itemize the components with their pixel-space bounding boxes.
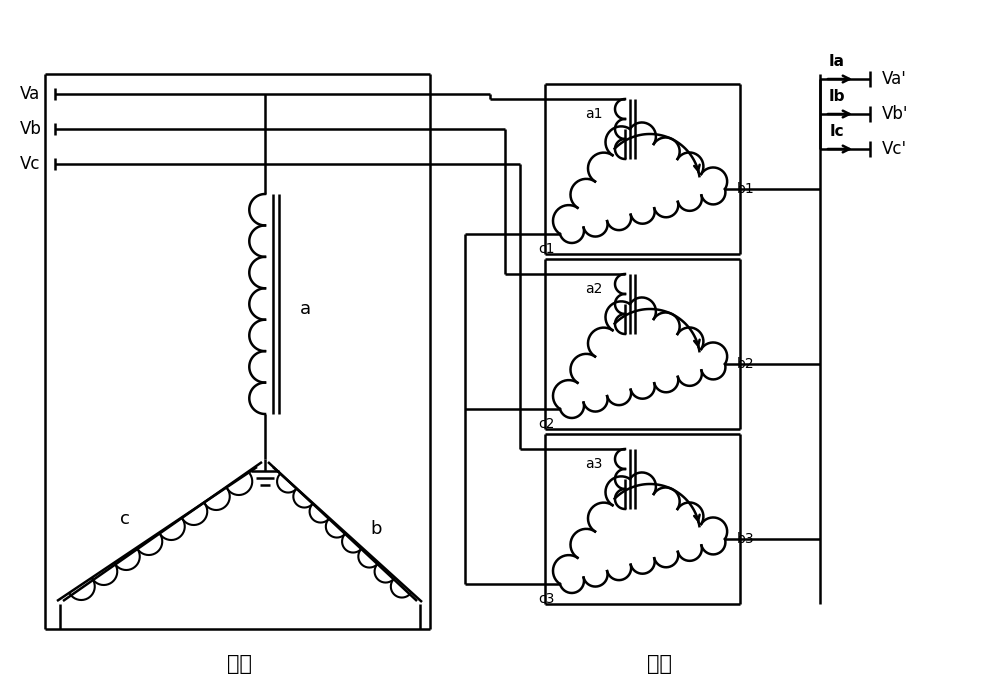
Text: Ia: Ia [829, 54, 845, 69]
Text: c2: c2 [539, 417, 555, 431]
Text: b3: b3 [737, 532, 755, 546]
Text: b1: b1 [737, 182, 755, 196]
Text: a2: a2 [586, 282, 603, 296]
Text: Vc': Vc' [882, 140, 907, 158]
Text: Vb': Vb' [882, 105, 908, 123]
Text: b: b [370, 520, 382, 538]
Text: 原边: 原边 [228, 654, 252, 674]
Text: Vc: Vc [20, 155, 40, 173]
Text: Va: Va [20, 85, 40, 103]
Text: Ic: Ic [830, 124, 844, 139]
Text: Va': Va' [882, 70, 907, 88]
Text: 副边: 副边 [648, 654, 672, 674]
Text: a1: a1 [586, 107, 603, 121]
Text: c1: c1 [538, 242, 555, 256]
Text: b2: b2 [737, 357, 755, 371]
Text: c: c [120, 510, 130, 528]
Text: Vb: Vb [20, 120, 42, 138]
Text: a3: a3 [586, 457, 603, 471]
Text: a: a [300, 300, 311, 318]
Text: c3: c3 [539, 592, 555, 606]
Text: Ib: Ib [829, 89, 845, 104]
